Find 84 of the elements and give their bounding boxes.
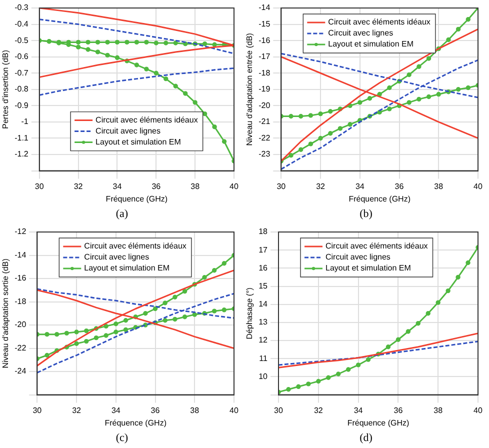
y-tick-label: 11 xyxy=(259,354,268,363)
y-tick-label: -14 xyxy=(258,3,271,12)
y-tick-label: -14 xyxy=(14,250,27,260)
y-tick-label: 15 xyxy=(258,281,268,290)
legend-label: Layout et simulation EM xyxy=(84,264,170,273)
y-axis-title: Pertes d'insertion (dB) xyxy=(1,50,10,129)
x-tick-label: 38 xyxy=(434,182,444,191)
legend-label: Circuit avec lignes xyxy=(328,28,394,38)
y-tick-label: -0.4 xyxy=(14,19,29,28)
x-tick-label: 40 xyxy=(230,182,239,191)
y-tick-label: 12 xyxy=(258,336,268,345)
y-tick-label: -18 xyxy=(14,296,27,306)
x-tick-label: 36 xyxy=(394,406,404,415)
x-tick-label: 36 xyxy=(150,406,160,415)
x-tick-label: 38 xyxy=(190,406,200,415)
y-tick-label: -18 xyxy=(258,68,271,78)
x-tick-label: 40 xyxy=(474,406,483,415)
y-tick-label: -1.2 xyxy=(14,150,29,159)
text: (d) xyxy=(358,431,374,446)
text: (a) xyxy=(114,207,130,222)
y-tick-label: -0.5 xyxy=(14,36,29,45)
y-tick-label: 16 xyxy=(258,263,268,272)
y-tick-label: -1 xyxy=(21,117,29,126)
x-tick-label: 30 xyxy=(276,182,286,191)
x-tick-label: 32 xyxy=(72,406,82,415)
x-tick-label: 36 xyxy=(152,182,162,191)
x-tick-label: 30 xyxy=(274,406,284,415)
y-tick-label: -0.8 xyxy=(14,84,29,94)
x-tick-label: 38 xyxy=(190,182,200,191)
y-axis-title: Déphasage (°) xyxy=(245,287,254,340)
x-tick-label: 34 xyxy=(112,182,122,191)
x-tick-label: 32 xyxy=(314,406,324,415)
x-tick-label: 30 xyxy=(32,406,42,415)
y-tick-label: 14 xyxy=(258,300,268,309)
x-axis-title: Fréquence (GHz) xyxy=(104,418,167,428)
x-tick-label: 30 xyxy=(34,182,44,191)
y-tick-label: 13 xyxy=(258,318,268,327)
x-tick-label: 38 xyxy=(434,406,444,415)
y-tick-label: -20 xyxy=(258,100,271,110)
y-tick-label: -20 xyxy=(14,320,27,330)
x-axis-title: Fréquence (GHz) xyxy=(347,418,410,428)
y-tick-label: -22 xyxy=(14,343,27,352)
y-tick-label: -0.7 xyxy=(14,68,29,78)
y-tick-label: 10 xyxy=(258,372,268,381)
x-tick-label: 32 xyxy=(316,182,326,191)
x-axis-title: Fréquence (GHz) xyxy=(106,194,168,204)
y-tick-label: -0.3 xyxy=(14,3,29,12)
legend-label: Circuit avec éléments idéaux xyxy=(326,242,428,251)
legend-label: Circuit avec lignes xyxy=(326,252,390,262)
x-tick-label: 36 xyxy=(394,182,404,191)
legend-label: Circuit avec éléments idéaux xyxy=(84,242,186,251)
legend-label: Circuit avec éléments idéaux xyxy=(328,18,430,27)
legend-label: Circuit avec éléments idéaux xyxy=(96,116,198,125)
y-tick-label: -0.6 xyxy=(14,52,29,62)
text: (b) xyxy=(358,207,374,222)
legend-label: Circuit avec lignes xyxy=(96,126,160,136)
y-tick-label: -15 xyxy=(258,19,271,28)
legend-label: Layout et simulation EM xyxy=(96,138,182,147)
legend-label: Circuit avec lignes xyxy=(84,252,150,262)
x-tick-label: 32 xyxy=(74,182,84,191)
y-tick-label: -12 xyxy=(14,227,27,236)
legend-label: Layout et simulation EM xyxy=(326,264,412,273)
x-tick-label: 40 xyxy=(474,182,483,191)
y-tick-label: -17 xyxy=(258,52,271,62)
y-tick-label: -0.9 xyxy=(14,100,29,110)
y-tick-label: -1.1 xyxy=(14,133,29,142)
y-tick-label: -21 xyxy=(258,117,271,126)
legend-label: Layout et simulation EM xyxy=(328,40,414,49)
x-tick-label: 34 xyxy=(355,182,365,191)
x-tick-label: 34 xyxy=(111,406,121,415)
y-tick-label: 17 xyxy=(258,245,268,254)
y-tick-label: -23 xyxy=(258,150,271,159)
text: (c) xyxy=(114,431,130,446)
x-tick-label: 40 xyxy=(230,406,239,415)
y-tick-label: -24 xyxy=(14,366,27,376)
y-tick-label: -19 xyxy=(258,84,271,94)
y-tick-label: 18 xyxy=(258,227,268,236)
y-axis-title: Niveau d'adaptation sortie (dB) xyxy=(1,258,10,368)
y-tick-label: -16 xyxy=(258,36,271,45)
y-axis-title: Niveau d'adaptation entrée (dB) xyxy=(245,32,254,146)
y-tick-label: -22 xyxy=(258,133,271,142)
x-tick-label: 34 xyxy=(354,406,364,415)
y-tick-label: -16 xyxy=(14,274,27,283)
x-axis-title: Fréquence (GHz) xyxy=(348,194,411,204)
